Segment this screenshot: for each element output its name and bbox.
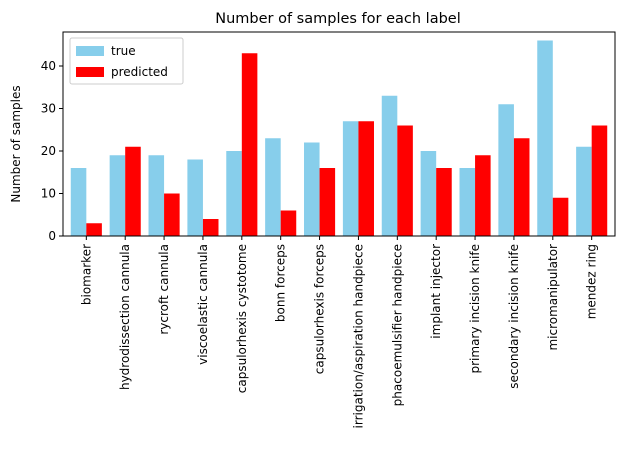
bar-true [187, 159, 203, 236]
bar-true [148, 155, 165, 236]
legend-label-predicted: predicted [111, 65, 168, 79]
y-tick-label: 20 [41, 144, 56, 158]
x-tick-label: biomarker [79, 244, 93, 305]
bar-predicted [164, 193, 180, 236]
bar-predicted [436, 168, 452, 236]
bar-predicted [202, 219, 219, 236]
bar-predicted [513, 138, 530, 236]
x-tick-label: phacoemulsifier handpiece [390, 244, 404, 406]
bar-predicted [552, 197, 569, 236]
bar-true [109, 155, 126, 236]
y-tick-label: 40 [41, 59, 56, 73]
y-tick-label: 0 [48, 229, 56, 243]
bar-predicted [475, 155, 491, 236]
bar-true [537, 40, 553, 236]
bar-true [265, 138, 281, 236]
bar-true [304, 142, 320, 236]
bar-true [459, 168, 476, 236]
bar-predicted [397, 125, 413, 236]
bar-true [70, 168, 87, 236]
x-tick-label: capsulorhexis cystotome [235, 244, 249, 393]
bar-true [342, 121, 359, 236]
bars-group [70, 40, 608, 236]
x-axis: biomarker hydrodissection cannula rycroft … [79, 236, 599, 428]
x-tick-label: viscoelastic cannula [196, 244, 210, 365]
x-tick-label: rycroft cannula [157, 244, 171, 335]
bar-true [576, 146, 592, 236]
bar-true [498, 104, 514, 236]
bar-predicted [280, 210, 297, 236]
x-tick-label: bonn forceps [274, 244, 288, 322]
legend: true predicted [69, 37, 184, 85]
y-axis-label: Number of samples [9, 85, 23, 202]
chart-title: Number of samples for each label [215, 11, 461, 27]
x-tick-label: hydrodissection cannula [118, 244, 132, 390]
y-tick-label: 10 [41, 187, 56, 201]
x-tick-label: micromanipulator [546, 244, 560, 351]
bar-true [420, 151, 437, 236]
bar-predicted [86, 223, 102, 236]
bar-predicted [125, 146, 141, 236]
x-tick-label: secondary incision knife [507, 244, 521, 389]
x-tick-label: mendez ring [585, 244, 599, 319]
bar-predicted [319, 168, 336, 236]
x-tick-label: irrigation/aspiration handpiece [351, 244, 365, 428]
y-axis: 0 10 20 30 40 [41, 59, 63, 243]
x-tick-label: primary incision knife [468, 244, 482, 374]
bar-true [381, 95, 398, 236]
bar-predicted [358, 121, 374, 236]
plot-frame [62, 31, 616, 237]
legend-swatch-predicted [76, 67, 104, 77]
bar-true [226, 151, 242, 236]
bar-predicted [591, 125, 608, 236]
bar-predicted [241, 53, 258, 236]
legend-swatch-true [76, 46, 104, 56]
x-tick-label: implant injector [429, 244, 443, 339]
x-tick-label: capsulorhexis forceps [313, 244, 327, 374]
legend-label-true: true [111, 44, 136, 58]
y-tick-label: 30 [41, 102, 56, 116]
